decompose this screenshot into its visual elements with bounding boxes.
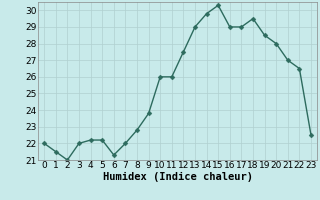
X-axis label: Humidex (Indice chaleur): Humidex (Indice chaleur) xyxy=(103,172,252,182)
